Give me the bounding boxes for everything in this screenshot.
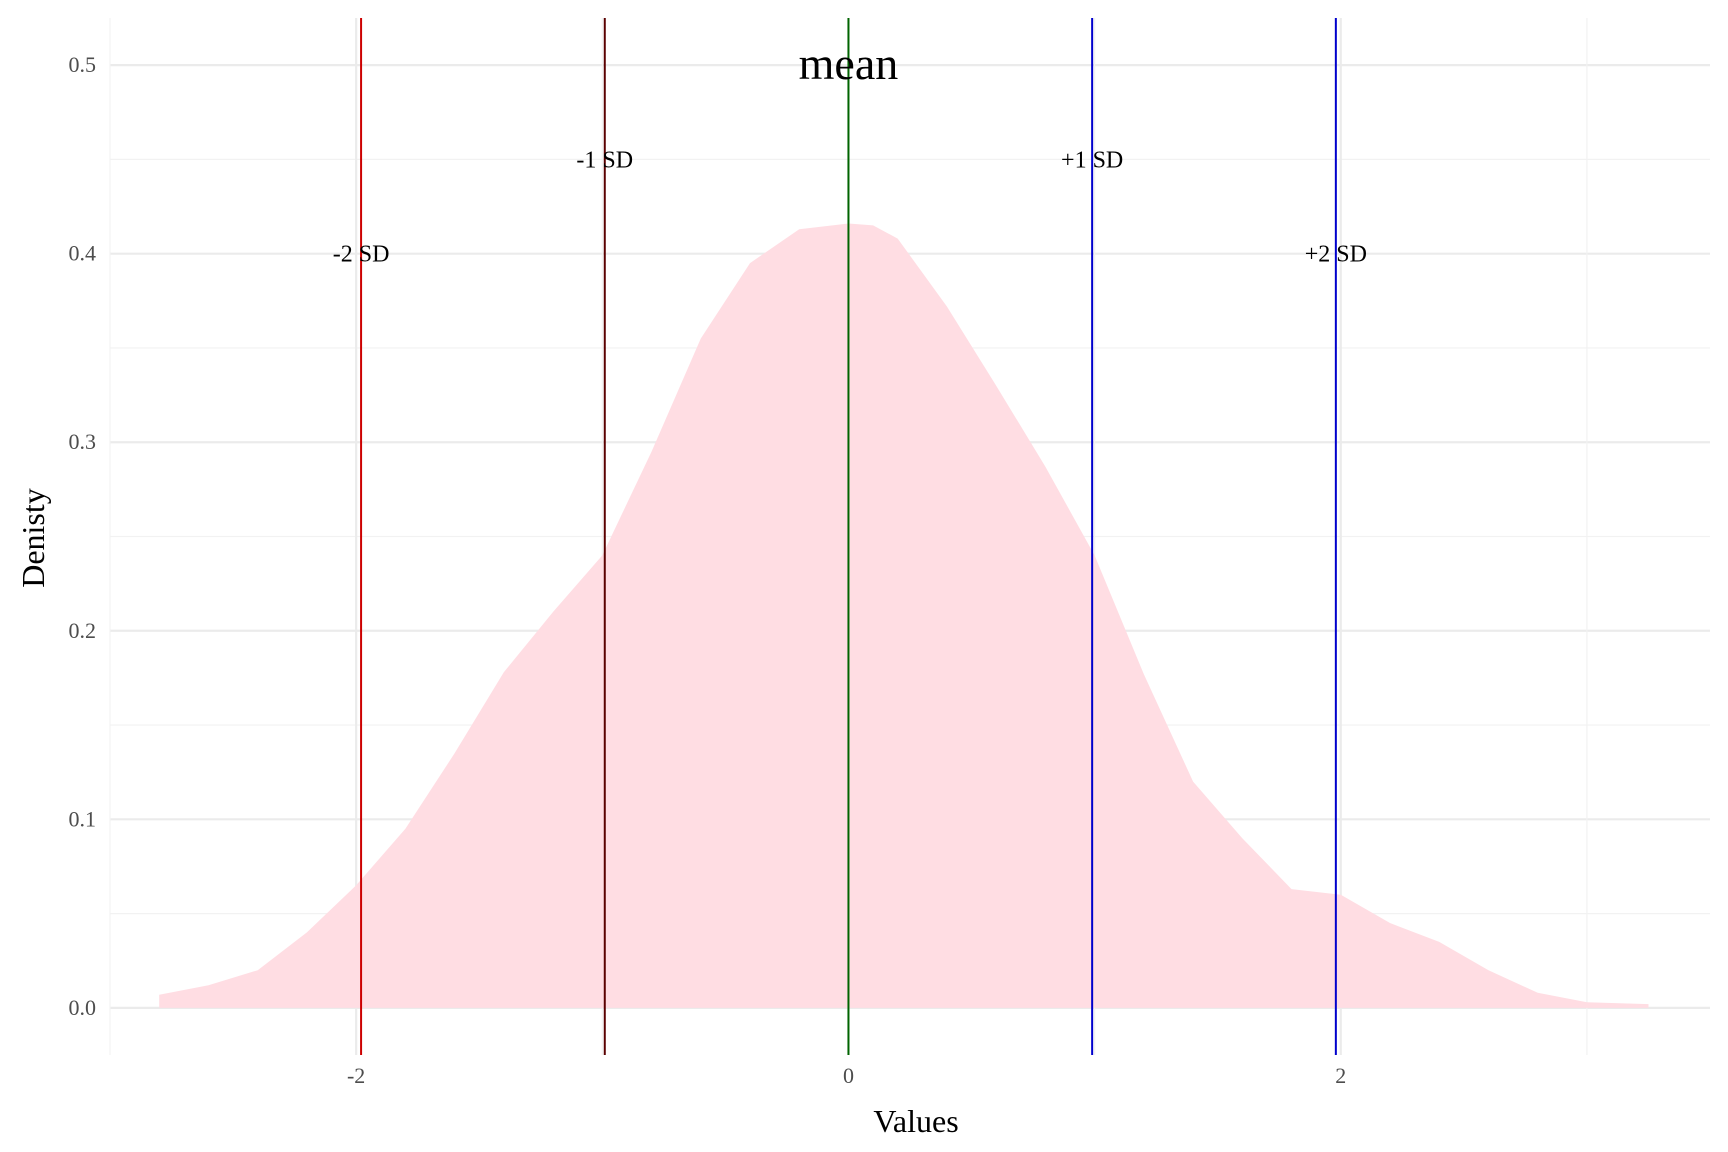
y-tick-label: 0.1 xyxy=(69,806,97,831)
density-area-layer xyxy=(159,223,1649,1008)
reference-line-label: -1 SD xyxy=(576,147,633,173)
y-tick-label: 0.0 xyxy=(69,995,97,1020)
y-tick-label: 0.3 xyxy=(69,429,97,454)
reference-line-label: +2 SD xyxy=(1305,242,1367,268)
y-axis-title: Denisty xyxy=(15,488,51,588)
reference-line-label: +1 SD xyxy=(1061,147,1123,173)
y-tick-label: 0.5 xyxy=(69,52,97,77)
y-tick-label: 0.4 xyxy=(69,241,97,266)
reference-line-label: -2 SD xyxy=(333,242,390,268)
density-area xyxy=(159,223,1649,1008)
x-tick-label: 2 xyxy=(1335,1063,1346,1088)
reference-line-label: mean xyxy=(799,38,899,89)
axis-tick-labels: 0.0 0.1 0.2 0.3 0.4 0.5 -2 0 2 xyxy=(69,52,1347,1088)
y-tick-label: 0.2 xyxy=(69,618,97,643)
x-tick-label: 0 xyxy=(843,1063,854,1088)
x-axis-title: Values xyxy=(873,1103,958,1139)
x-tick-label: -2 xyxy=(347,1063,365,1088)
reference-lines xyxy=(360,18,1337,1055)
reference-line-labels: -2 SD -1 SD mean +1 SD +2 SD xyxy=(333,38,1367,268)
